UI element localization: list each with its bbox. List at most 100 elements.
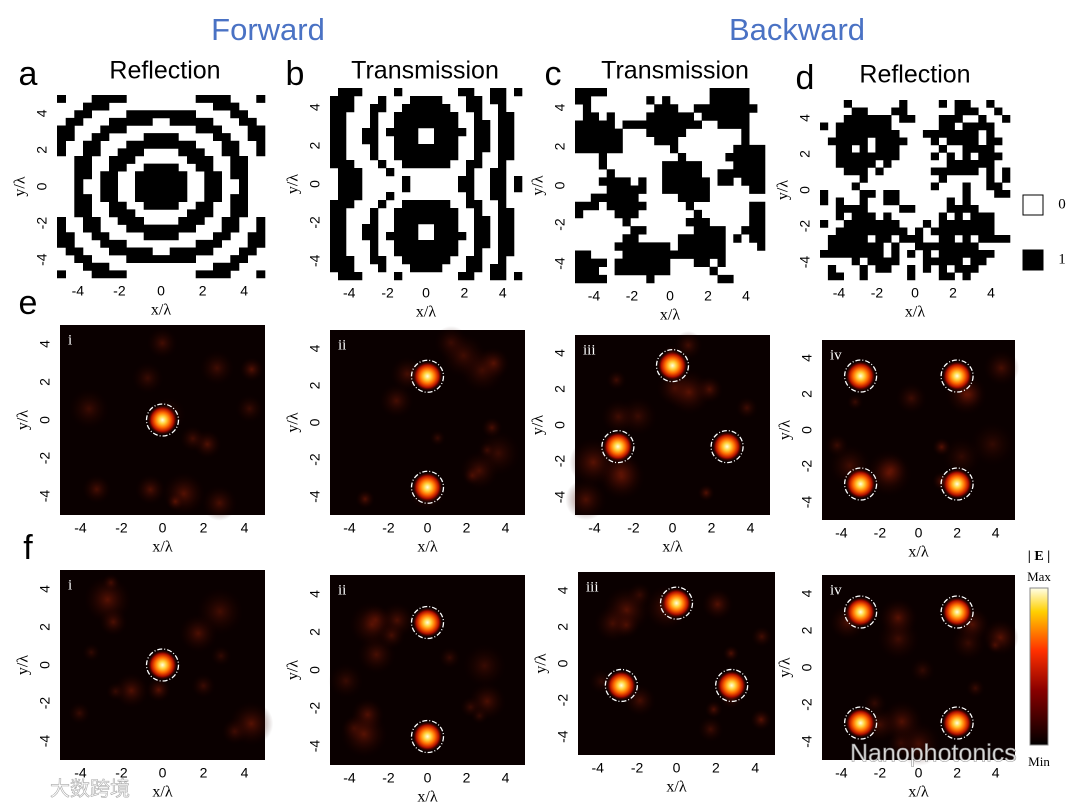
x-tick-label: 4: [502, 520, 510, 536]
focus-spot: [412, 607, 443, 638]
haze-blob: [909, 657, 936, 683]
x-axis-label: x/λ: [152, 784, 172, 801]
x-axis-label: x/λ: [151, 302, 171, 319]
haze-blob: [378, 621, 406, 649]
y-tick-label: 4: [552, 349, 568, 357]
y-tick-label: -4: [34, 253, 50, 266]
haze-blob: [105, 681, 125, 701]
haze-blob: [379, 383, 414, 418]
x-tick-label: -4: [835, 765, 848, 781]
haze-blob: [477, 347, 510, 380]
haze-blob: [932, 437, 951, 457]
focus-spot: [661, 588, 692, 619]
focus-ring: [843, 595, 878, 629]
panel-label: ii: [338, 582, 346, 598]
haze-blob: [82, 643, 101, 662]
panel-title: Reflection: [109, 57, 220, 85]
legend-swatch: [1022, 194, 1044, 216]
haze-blob: [328, 663, 364, 699]
panel-letter: a: [19, 55, 38, 93]
focus-spot: [657, 350, 688, 381]
binary-pattern: [330, 88, 523, 281]
y-tick-label: 2: [34, 146, 50, 154]
haze-blob: [846, 393, 864, 411]
haze-blob: [135, 474, 166, 505]
x-tick-label: 4: [992, 765, 1000, 781]
y-axis-label: y/λ: [775, 180, 792, 200]
haze-blob: [235, 394, 264, 423]
focus-ring: [940, 595, 974, 629]
haze-blob: [704, 700, 723, 719]
colorbar-min: Min: [1028, 754, 1050, 769]
x-tick-label: -2: [381, 285, 394, 301]
panel-label: iii: [586, 579, 599, 595]
haze-blob: [201, 485, 238, 521]
y-tick-label: -4: [307, 254, 323, 267]
focus-spot: [716, 670, 747, 701]
focus-ring: [410, 719, 445, 754]
x-tick-label: -2: [115, 520, 128, 536]
haze-blob: [239, 357, 264, 382]
x-tick-label: -4: [343, 285, 356, 301]
focus-spot: [845, 597, 876, 627]
y-tick-label: -4: [37, 490, 53, 503]
y-tick-label: 4: [307, 590, 323, 598]
y-tick-label: 0: [552, 421, 568, 429]
haze-blob: [895, 382, 927, 414]
x-axis-label: x/λ: [908, 784, 928, 801]
y-tick-label: -2: [34, 217, 50, 230]
focus-ring: [940, 359, 974, 393]
y-axis-label: y/λ: [285, 660, 302, 680]
focus-ring: [601, 429, 635, 464]
haze-blob: [600, 452, 642, 494]
x-tick-label: 2: [953, 765, 961, 781]
x-tick-label: 4: [747, 520, 755, 536]
haze-blob: [438, 646, 461, 669]
x-tick-label: -2: [115, 765, 128, 781]
x-tick-label: 4: [241, 765, 249, 781]
y-tick-label: 2: [307, 628, 323, 636]
y-tick-label: 0: [552, 181, 568, 189]
watermark: 大数跨境: [50, 777, 130, 800]
x-tick-label: -4: [343, 520, 356, 536]
x-tick-label: -2: [382, 520, 395, 536]
x-tick-label: 4: [241, 520, 249, 536]
haze-blob: [878, 598, 918, 638]
x-tick-label: 0: [673, 760, 681, 776]
y-tick-label: 2: [799, 626, 815, 634]
panel-label: i: [68, 577, 72, 593]
haze-blob: [460, 451, 499, 490]
colorbar-title: | E |: [1028, 549, 1051, 564]
x-tick-label: 0: [911, 285, 919, 301]
legend-swatch: [1022, 249, 1044, 271]
x-axis-label: x/λ: [152, 539, 172, 556]
legend-label: 1: [1058, 251, 1066, 267]
x-axis-label: x/λ: [905, 304, 925, 321]
y-tick-label: -4: [552, 257, 568, 270]
y-tick-label: 0: [307, 418, 323, 426]
haze-blob: [166, 492, 185, 511]
haze-blob: [896, 721, 941, 767]
focus-spot: [845, 708, 876, 738]
y-tick-label: 4: [37, 340, 53, 348]
field-haze: [328, 602, 507, 758]
watermark: Nanophotonics: [850, 740, 1017, 768]
haze-blob: [340, 710, 388, 758]
panel-letter: b: [286, 55, 305, 93]
x-tick-label: 0: [666, 288, 674, 304]
haze-blob: [606, 369, 627, 391]
x-tick-label: -2: [871, 285, 884, 301]
x-axis-label: x/λ: [662, 539, 682, 556]
y-tick-label: 4: [799, 354, 815, 362]
focus-spot: [147, 650, 178, 680]
y-tick-label: 2: [307, 381, 323, 389]
haze-blob: [146, 327, 178, 359]
focus-ring: [145, 403, 180, 437]
x-tick-label: 2: [461, 285, 469, 301]
haze-blob: [131, 362, 164, 395]
y-tick-label: -4: [797, 256, 813, 269]
x-tick-label: -4: [835, 525, 848, 541]
x-tick-label: -4: [588, 520, 601, 536]
focus-ring: [410, 470, 445, 504]
y-tick-label: 4: [307, 103, 323, 111]
